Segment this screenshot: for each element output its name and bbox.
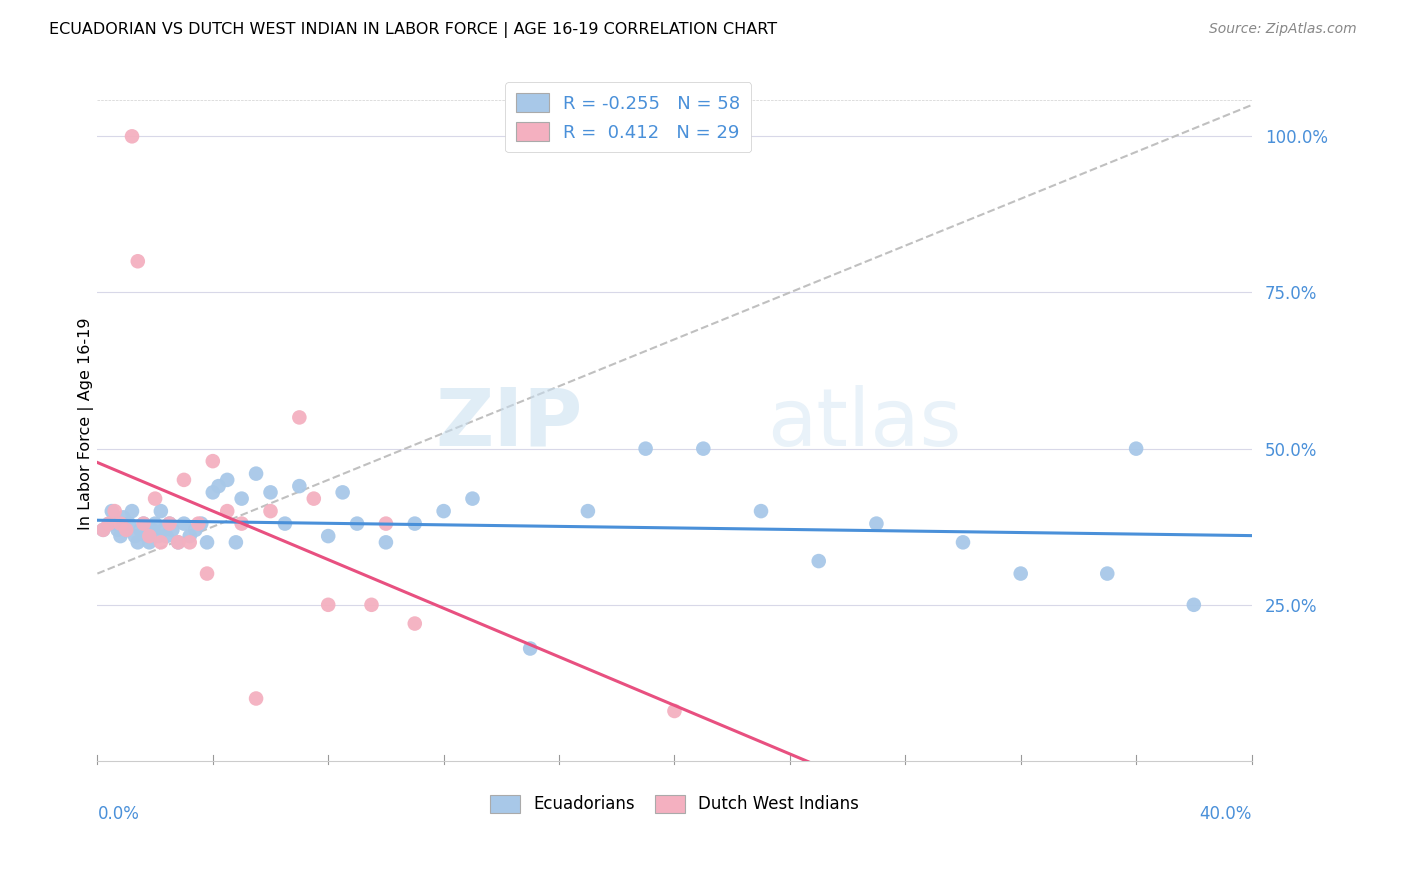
Point: [664, 704, 686, 718]
Point: [143, 516, 166, 531]
Text: 0.0%: 0.0%: [97, 805, 139, 822]
Point: [217, 504, 239, 518]
Point: [97, 516, 120, 531]
Point: [132, 516, 155, 531]
Point: [316, 598, 339, 612]
Point: [274, 516, 297, 531]
Point: [132, 516, 155, 531]
Point: [110, 529, 132, 543]
Point: [146, 529, 169, 543]
Point: [288, 479, 311, 493]
Point: [101, 504, 124, 518]
Point: [207, 479, 229, 493]
Point: [107, 523, 129, 537]
Point: [749, 504, 772, 518]
Point: [195, 535, 218, 549]
Point: [173, 473, 195, 487]
Text: Source: ZipAtlas.com: Source: ZipAtlas.com: [1209, 22, 1357, 37]
Point: [231, 491, 253, 506]
Text: ECUADORIAN VS DUTCH WEST INDIAN IN LABOR FORCE | AGE 16-19 CORRELATION CHART: ECUADORIAN VS DUTCH WEST INDIAN IN LABOR…: [49, 22, 778, 38]
Point: [952, 535, 974, 549]
Point: [634, 442, 657, 456]
Point: [138, 529, 160, 543]
Point: [104, 504, 127, 518]
Point: [152, 523, 174, 537]
Point: [461, 491, 484, 506]
Point: [159, 516, 181, 531]
Point: [1010, 566, 1032, 581]
Point: [156, 529, 179, 543]
Point: [173, 516, 195, 531]
Text: 40.0%: 40.0%: [1199, 805, 1251, 822]
Point: [404, 516, 426, 531]
Point: [217, 473, 239, 487]
Point: [259, 485, 281, 500]
Point: [124, 529, 146, 543]
Point: [201, 485, 224, 500]
Point: [576, 504, 599, 518]
Text: ZIP: ZIP: [434, 384, 582, 463]
Point: [374, 535, 396, 549]
Point: [201, 454, 224, 468]
Point: [121, 129, 143, 144]
Point: [692, 442, 714, 456]
Point: [110, 516, 132, 531]
Point: [162, 523, 184, 537]
Point: [865, 516, 887, 531]
Legend: Ecuadorians, Dutch West Indians: Ecuadorians, Dutch West Indians: [484, 789, 866, 820]
Point: [360, 598, 382, 612]
Point: [179, 529, 201, 543]
Point: [127, 254, 149, 268]
Point: [225, 535, 247, 549]
Point: [288, 410, 311, 425]
Point: [159, 516, 181, 531]
Point: [519, 641, 541, 656]
Point: [118, 516, 141, 531]
Point: [245, 467, 267, 481]
Point: [807, 554, 830, 568]
Point: [167, 535, 190, 549]
Point: [112, 510, 135, 524]
Point: [138, 535, 160, 549]
Point: [115, 523, 138, 537]
Point: [184, 523, 207, 537]
Point: [149, 535, 172, 549]
Point: [245, 691, 267, 706]
Point: [259, 504, 281, 518]
Point: [1125, 442, 1147, 456]
Point: [332, 485, 354, 500]
Point: [143, 491, 166, 506]
Point: [302, 491, 325, 506]
Y-axis label: In Labor Force | Age 16-19: In Labor Force | Age 16-19: [79, 318, 94, 530]
Point: [187, 516, 209, 531]
Point: [104, 516, 127, 531]
Point: [167, 535, 190, 549]
Point: [121, 504, 143, 518]
Point: [1097, 566, 1119, 581]
Point: [149, 504, 172, 518]
Point: [91, 523, 114, 537]
Point: [179, 535, 201, 549]
Point: [346, 516, 368, 531]
Point: [190, 516, 212, 531]
Point: [231, 516, 253, 531]
Point: [195, 566, 218, 581]
Point: [433, 504, 456, 518]
Point: [127, 535, 149, 549]
Point: [404, 616, 426, 631]
Point: [91, 523, 114, 537]
Text: atlas: atlas: [766, 384, 962, 463]
Point: [129, 523, 152, 537]
Point: [374, 516, 396, 531]
Point: [135, 529, 157, 543]
Point: [141, 523, 163, 537]
Point: [115, 523, 138, 537]
Point: [97, 516, 120, 531]
Point: [316, 529, 339, 543]
Point: [1182, 598, 1205, 612]
